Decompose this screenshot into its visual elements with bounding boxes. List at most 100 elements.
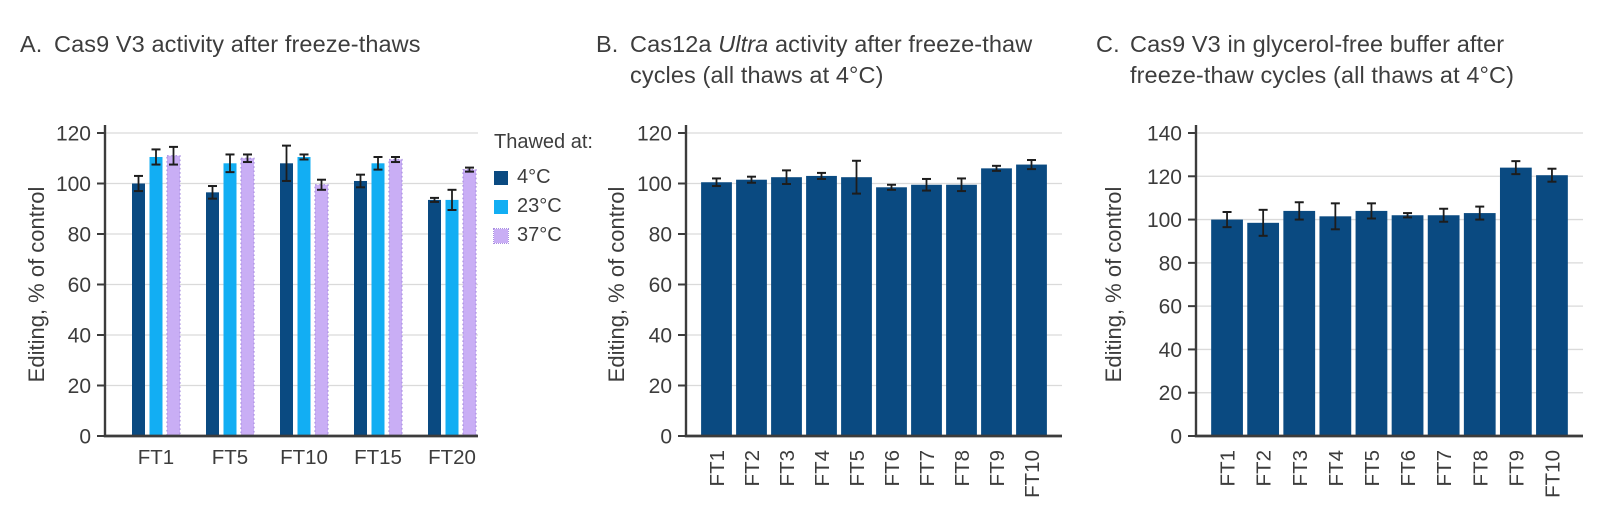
legend-swatch-navy [494, 170, 508, 185]
title-line: freeze-thaw cycles (all thaws at 4°C) [1130, 60, 1514, 91]
bar [736, 179, 767, 436]
bar [946, 184, 977, 436]
title-segment: freeze-thaw cycles (all thaws at 4°C) [1130, 62, 1515, 88]
y-tick-label: 40 [649, 325, 672, 348]
y-tick-label: 20 [1159, 382, 1182, 405]
legend-label: 4°C [517, 166, 551, 188]
x-tick-label: FT1 [1217, 450, 1240, 486]
y-tick-label: 80 [68, 224, 91, 247]
panel-a-title-text: Cas9 V3 activity after freeze-thaws [54, 29, 421, 60]
title-segment: Cas12a [630, 31, 719, 57]
bar [1427, 215, 1460, 436]
y-tick-label: 0 [79, 426, 91, 449]
bar [388, 158, 403, 437]
chart-a-canvas: 0 20 40 60 80 100 120 FT1 FT5 FT10 FT15 FT20 Editing… [24, 123, 478, 469]
bar [841, 177, 872, 436]
x-tick-label: FT8 [951, 450, 974, 486]
y-tick-label: 0 [1170, 426, 1182, 449]
legend-swatch-lavender [493, 227, 509, 244]
legend-item: 37°C [493, 221, 593, 250]
bar [1536, 175, 1568, 436]
panel-b-title-text: Cas12a Ultra activity after freeze-thaw c… [630, 29, 1032, 91]
bar [911, 184, 942, 436]
bar [806, 175, 837, 437]
bar [1283, 210, 1316, 436]
bar [132, 183, 145, 436]
y-axis-title: Editing, % of control [1105, 187, 1126, 383]
bar [1247, 222, 1280, 436]
y-tick-label: 120 [1147, 166, 1182, 189]
y-tick-label: 60 [68, 274, 91, 297]
x-tick-label: FT2 [741, 450, 764, 486]
y-tick-label: 20 [68, 375, 91, 398]
legend-swatch-cyan [494, 199, 508, 214]
panel-a-letter: A. [20, 31, 43, 57]
legend-items: 4°C 23°C 37°C [493, 163, 593, 250]
bar [206, 192, 219, 436]
bar [428, 199, 441, 436]
x-tick-label: FT9 [986, 450, 1009, 486]
bar [462, 169, 477, 437]
bar [297, 156, 311, 437]
bar [876, 187, 907, 436]
x-tick-label: FT8 [1469, 450, 1492, 486]
legend: Thawed at: 4°C 23°C 37°C [493, 131, 593, 250]
title-italic-segment: Ultra [718, 31, 769, 57]
bar [240, 157, 255, 437]
x-tick-label: FT7 [916, 450, 939, 486]
legend-item: 23°C [494, 192, 593, 221]
x-tick-label: FT3 [1289, 450, 1312, 486]
x-tick-label: FT7 [1433, 450, 1456, 486]
y-tick-label: 60 [649, 274, 672, 297]
x-tick-label: FT1 [706, 450, 729, 486]
x-tick-label: FT5 [212, 446, 248, 469]
y-tick-label: 40 [68, 325, 91, 348]
x-tick-label: FT20 [428, 446, 476, 469]
panel-a-title: A. Cas9 V3 activity after freeze-thaws [20, 29, 421, 60]
y-tick-label: 100 [56, 173, 91, 196]
x-tick-label: FT1 [138, 446, 174, 469]
x-tick-label: FT5 [846, 450, 869, 486]
x-tick-label: FT10 [280, 446, 328, 469]
x-tick-label: FT6 [1397, 450, 1420, 486]
bar [354, 180, 367, 436]
title-segment: Cas9 V3 in glycerol-free buffer after [1130, 31, 1505, 57]
bar [1016, 164, 1047, 436]
x-tick-label: FT5 [1361, 450, 1384, 486]
bar [1319, 216, 1352, 436]
legend-label: 23°C [517, 195, 562, 217]
x-tick-label: FT9 [1505, 450, 1528, 486]
bar [1463, 213, 1496, 436]
title-segment: cycles (all thaws at 4°C) [630, 62, 884, 88]
bar [1391, 215, 1424, 436]
y-tick-label: 40 [1159, 339, 1182, 362]
chart-b-canvas: 0 20 40 60 80 100 120 FT1 FT2 FT3 FT4 FT5 FT6 FT7 FT8 F… [604, 123, 1062, 498]
panel-b-title: B. Cas12a Ultra activity after freeze-th… [596, 29, 1032, 91]
x-tick-label: FT4 [811, 450, 834, 486]
y-tick-label: 120 [56, 123, 91, 146]
title-line: Cas9 V3 in glycerol-free buffer after [1130, 29, 1514, 60]
bar [223, 163, 237, 437]
x-tick-label: FT10 [1541, 450, 1564, 498]
y-tick-label: 100 [637, 173, 672, 196]
chart-c-canvas: 0 20 40 60 80 100 120 140 FT1 FT2 FT3 FT4 FT5 FT6 FT7 F… [1105, 123, 1583, 498]
title-line: Cas12a Ultra activity after freeze-thaw [630, 29, 1032, 60]
y-tick-label: 140 [1147, 123, 1182, 146]
y-tick-label: 20 [649, 375, 672, 398]
y-tick-label: 120 [637, 123, 672, 146]
y-tick-label: 60 [1159, 296, 1182, 319]
title-line: cycles (all thaws at 4°C) [630, 60, 1032, 91]
x-tick-label: FT6 [881, 450, 904, 486]
panel-c-title: C. Cas9 V3 in glycerol-free buffer after… [1096, 29, 1514, 91]
bar [280, 163, 293, 437]
bar [771, 177, 802, 436]
bar [701, 182, 732, 436]
bar [981, 168, 1012, 436]
bar [445, 199, 459, 436]
bar [166, 155, 181, 437]
bar [371, 163, 385, 437]
title-segment: Cas9 V3 activity after freeze-thaws [54, 31, 421, 57]
bar [1355, 210, 1388, 436]
x-tick-label: FT4 [1325, 450, 1348, 486]
